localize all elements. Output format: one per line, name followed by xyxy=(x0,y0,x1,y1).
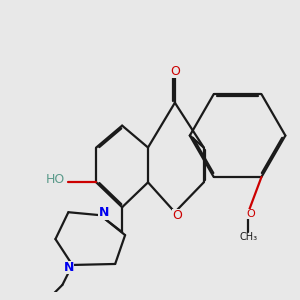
Text: O: O xyxy=(170,65,180,78)
Text: O: O xyxy=(172,209,182,222)
Text: HO: HO xyxy=(46,173,65,186)
Text: CH₃: CH₃ xyxy=(240,232,258,242)
Text: N: N xyxy=(64,261,74,274)
Text: N: N xyxy=(99,206,109,219)
Text: O: O xyxy=(246,209,255,219)
